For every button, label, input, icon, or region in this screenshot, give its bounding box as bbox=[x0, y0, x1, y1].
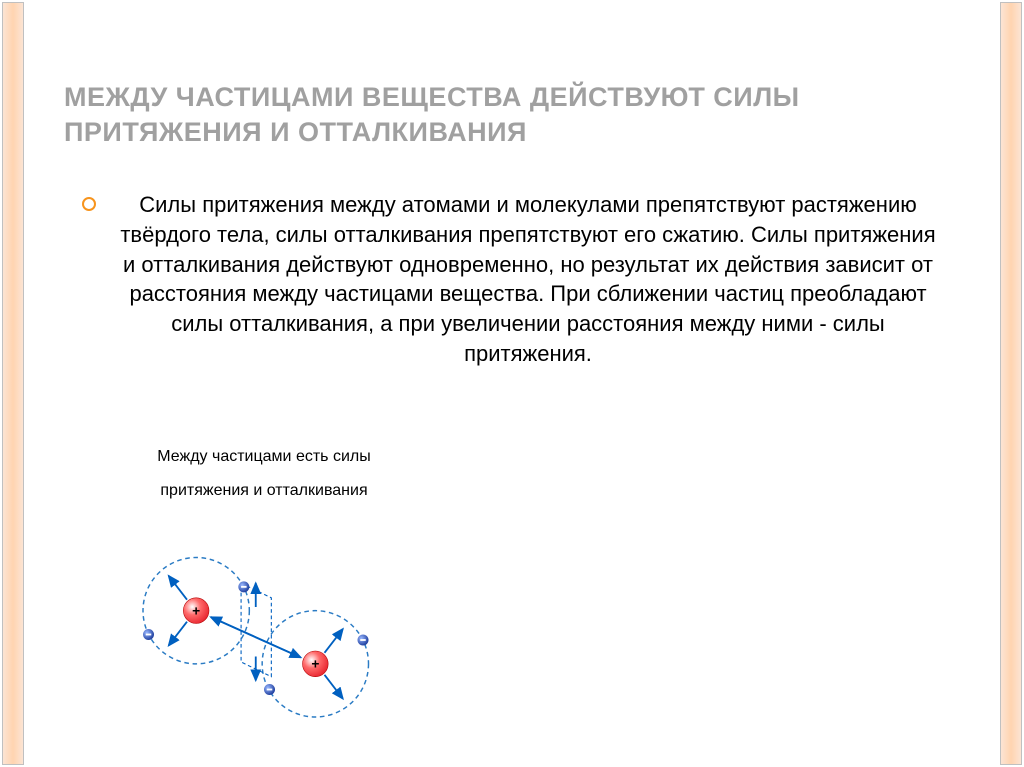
plus-sign-2: + bbox=[311, 657, 319, 672]
minus-1a bbox=[241, 586, 247, 588]
minus-1b bbox=[146, 634, 152, 636]
slide-border-left bbox=[2, 2, 24, 765]
body-paragraph: Силы притяжения между атомами и молекула… bbox=[116, 190, 960, 368]
caption-line-2: притяжения и отталкивания bbox=[160, 482, 367, 499]
plus-sign-1: + bbox=[192, 603, 200, 618]
minus-2a bbox=[267, 689, 273, 691]
slide-title: МЕЖДУ ЧАСТИЦАМИ ВЕЩЕСТВА ДЕЙСТВУЮТ СИЛЫ … bbox=[64, 80, 960, 150]
particle-forces-diagram: + + bbox=[104, 519, 424, 739]
caption-line-1: Между частицами есть силы bbox=[157, 448, 370, 465]
diagram-area: Между частицами есть силы притяжения и о… bbox=[84, 440, 444, 739]
repulsion-arrow-2-down bbox=[325, 675, 343, 699]
repulsion-arrow-1-down bbox=[169, 622, 187, 646]
diagram-caption: Между частицами есть силы притяжения и о… bbox=[84, 440, 444, 507]
attraction-arrow-left bbox=[211, 617, 301, 657]
bullet-marker-icon bbox=[82, 197, 96, 211]
slide-content: МЕЖДУ ЧАСТИЦАМИ ВЕЩЕСТВА ДЕЙСТВУЮТ СИЛЫ … bbox=[24, 0, 1000, 767]
repulsion-arrow-2-up bbox=[325, 629, 343, 653]
repulsion-arrow-1-up bbox=[169, 576, 187, 600]
minus-2b bbox=[360, 639, 366, 641]
slide-border-right bbox=[1000, 2, 1022, 765]
bullet-item: Силы притяжения между атомами и молекула… bbox=[64, 190, 960, 368]
